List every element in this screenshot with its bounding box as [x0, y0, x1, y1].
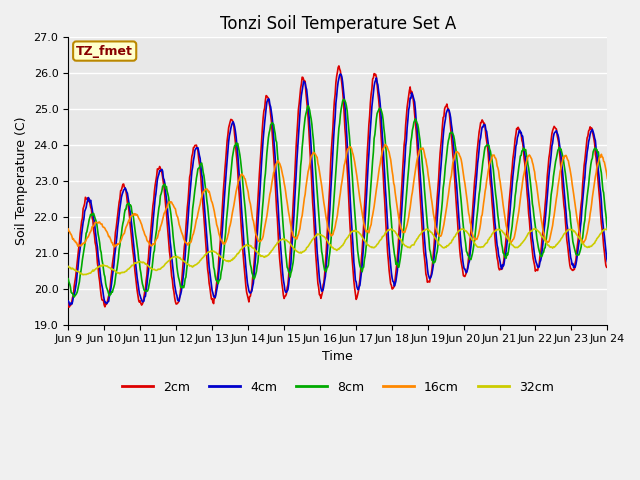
Text: TZ_fmet: TZ_fmet [76, 45, 133, 58]
X-axis label: Time: Time [323, 350, 353, 363]
Legend: 2cm, 4cm, 8cm, 16cm, 32cm: 2cm, 4cm, 8cm, 16cm, 32cm [116, 376, 559, 399]
Y-axis label: Soil Temperature (C): Soil Temperature (C) [15, 117, 28, 245]
Title: Tonzi Soil Temperature Set A: Tonzi Soil Temperature Set A [220, 15, 456, 33]
